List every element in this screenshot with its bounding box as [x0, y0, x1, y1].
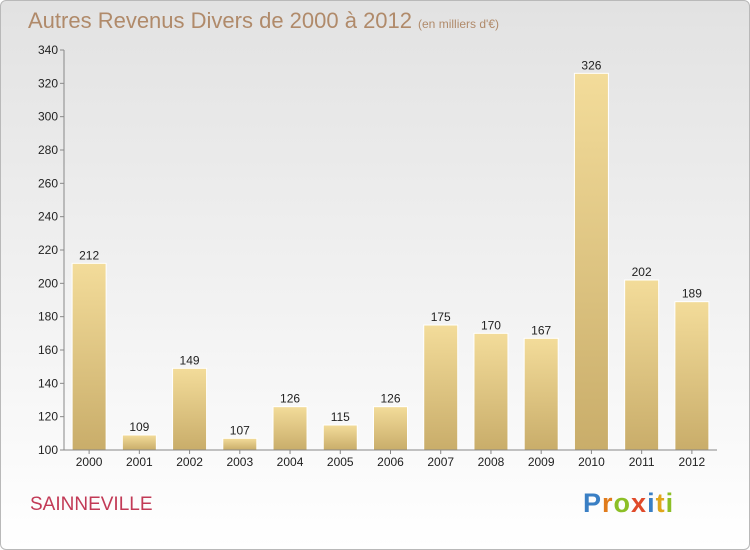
bar-value-label: 126 — [280, 392, 300, 406]
x-tick-label: 2010 — [578, 455, 605, 469]
x-tick-label: 2002 — [176, 455, 203, 469]
x-tick-label: 2012 — [679, 455, 706, 469]
bar-value-label: 126 — [380, 392, 400, 406]
bar — [71, 262, 107, 451]
logo-letter: o — [613, 488, 632, 518]
y-tick-label: 200 — [38, 276, 58, 290]
bar — [523, 337, 559, 451]
bar — [121, 434, 157, 451]
bar-value-label: 212 — [79, 248, 99, 262]
x-axis: 2000 2001 2002 2003 2004 2005 2006 2007 2008 2009… — [64, 449, 717, 469]
logo-letter: t — [655, 488, 666, 518]
logo-letter: P — [583, 488, 603, 518]
bar-value-label: 189 — [682, 287, 702, 301]
x-tick-label: 2008 — [478, 455, 505, 469]
y-tick-label: 100 — [38, 443, 58, 457]
logo-letter: x — [631, 488, 648, 518]
chart-title: Autres Revenus Divers de 2000 à 2012 (en … — [28, 8, 499, 34]
y-tick-label: 260 — [38, 176, 58, 190]
x-tick-label: 2005 — [327, 455, 354, 469]
bar-value-label: 107 — [230, 423, 250, 437]
bar — [573, 72, 609, 451]
x-tick-label: 2007 — [427, 455, 454, 469]
y-tick-label: 180 — [38, 310, 58, 324]
bar — [322, 424, 358, 451]
y-axis: 100 120 140 160 180 200 220 240 260 280 300 320 340 — [38, 43, 65, 457]
x-tick-label: 2006 — [377, 455, 404, 469]
bar-value-label: 109 — [129, 420, 149, 434]
y-tick-label: 300 — [38, 110, 58, 124]
x-tick-label: 2001 — [126, 455, 153, 469]
bar-value-label: 202 — [632, 265, 652, 279]
commune-name: SAINNEVILLE — [30, 494, 153, 515]
y-tick-label: 220 — [38, 243, 58, 257]
bar — [172, 367, 208, 451]
bar — [272, 406, 308, 451]
bar-value-label: 175 — [431, 310, 451, 324]
logo-letter: i — [665, 488, 675, 518]
y-tick-label: 280 — [38, 143, 58, 157]
logo-letter: i — [647, 488, 656, 518]
y-tick-label: 240 — [38, 210, 58, 224]
x-tick-label: 2004 — [277, 455, 304, 469]
bar — [222, 437, 258, 451]
x-tick-label: 2000 — [76, 455, 103, 469]
y-tick-label: 320 — [38, 76, 58, 90]
bar-value-label: 170 — [481, 318, 501, 332]
y-tick-label: 160 — [38, 343, 58, 357]
y-tick-label: 140 — [38, 376, 58, 390]
x-tick-label: 2011 — [629, 455, 655, 469]
bars: 212 109 149 107 126 115 126 175 170 167 326 202 189 — [71, 58, 710, 451]
bar — [423, 324, 459, 451]
bar-value-label: 115 — [331, 410, 350, 424]
bar-value-label: 149 — [180, 353, 200, 367]
bar — [674, 301, 710, 451]
bar-value-label: 167 — [531, 323, 551, 337]
chart-title-text: Autres Revenus Divers de 2000 à 2012 — [28, 8, 413, 33]
logo-letter: r — [602, 488, 614, 518]
y-tick-label: 120 — [38, 410, 58, 424]
x-tick-label: 2003 — [226, 455, 253, 469]
proxiti-logo: Proxiti — [583, 488, 674, 519]
x-tick-label: 2009 — [528, 455, 555, 469]
bar-value-label: 326 — [581, 58, 601, 72]
bar — [373, 406, 408, 451]
bar — [473, 332, 509, 451]
bar — [624, 279, 660, 451]
y-tick-label: 340 — [38, 43, 58, 57]
chart-unit: (en milliers d'€) — [418, 17, 499, 31]
